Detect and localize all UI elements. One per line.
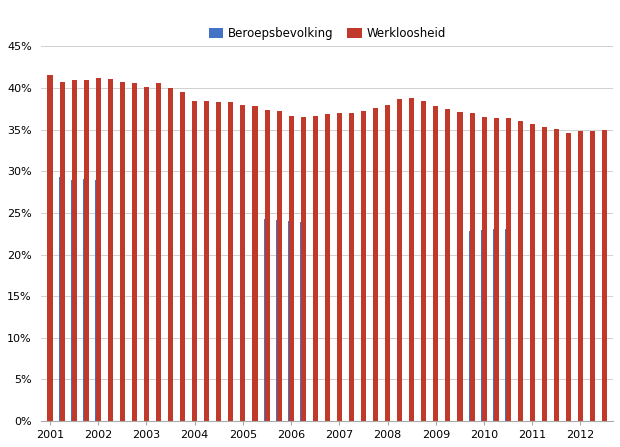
Bar — [168, 197, 173, 421]
Bar — [397, 222, 402, 421]
Bar — [277, 220, 281, 421]
Bar — [397, 99, 402, 421]
Bar — [168, 88, 173, 421]
Bar — [409, 98, 414, 421]
Bar — [132, 83, 137, 421]
Bar — [95, 78, 101, 421]
Bar — [385, 105, 390, 421]
Bar — [84, 80, 89, 421]
Bar — [348, 223, 354, 421]
Bar — [180, 199, 185, 421]
Bar — [192, 202, 197, 421]
Bar — [83, 179, 89, 421]
Bar — [48, 75, 53, 421]
Bar — [204, 205, 209, 421]
Bar — [602, 130, 607, 421]
Bar — [349, 113, 354, 421]
Legend: Beroepsbevolking, Werkloosheid: Beroepsbevolking, Werkloosheid — [204, 22, 451, 45]
Bar — [590, 230, 595, 421]
Bar — [120, 82, 125, 421]
Bar — [252, 216, 257, 421]
Bar — [566, 133, 571, 421]
Bar — [590, 131, 595, 421]
Bar — [228, 211, 233, 421]
Bar — [542, 127, 547, 421]
Bar — [204, 101, 210, 421]
Bar — [241, 105, 246, 421]
Bar — [156, 194, 161, 421]
Bar — [530, 124, 535, 421]
Bar — [469, 231, 474, 421]
Bar — [433, 105, 438, 421]
Bar — [481, 230, 487, 421]
Bar — [180, 92, 185, 421]
Bar — [578, 131, 583, 421]
Bar — [301, 117, 306, 421]
Bar — [216, 209, 221, 421]
Bar — [433, 225, 438, 421]
Bar — [385, 222, 390, 421]
Bar — [505, 229, 510, 421]
Bar — [494, 118, 498, 421]
Bar — [228, 102, 233, 421]
Bar — [566, 228, 571, 421]
Bar — [216, 102, 221, 421]
Bar — [120, 187, 125, 421]
Bar — [373, 108, 378, 421]
Bar — [301, 222, 306, 421]
Bar — [325, 224, 330, 421]
Bar — [288, 221, 293, 421]
Bar — [71, 80, 77, 421]
Bar — [361, 221, 366, 421]
Bar — [578, 229, 583, 421]
Bar — [144, 87, 149, 421]
Bar — [457, 230, 463, 421]
Bar — [252, 106, 257, 421]
Bar — [469, 113, 474, 421]
Bar — [458, 112, 463, 421]
Bar — [602, 231, 607, 421]
Bar — [240, 214, 246, 421]
Bar — [445, 109, 451, 421]
Bar — [373, 221, 378, 421]
Bar — [325, 114, 330, 421]
Bar — [95, 181, 100, 421]
Bar — [107, 184, 113, 421]
Bar — [506, 118, 511, 421]
Bar — [529, 225, 534, 421]
Bar — [494, 229, 498, 421]
Bar — [554, 129, 559, 421]
Bar — [312, 115, 318, 421]
Bar — [445, 228, 450, 421]
Bar — [144, 193, 149, 421]
Bar — [518, 228, 523, 421]
Bar — [518, 122, 523, 421]
Bar — [192, 101, 197, 421]
Bar — [131, 189, 136, 421]
Bar — [422, 101, 427, 421]
Bar — [108, 79, 113, 421]
Bar — [554, 226, 559, 421]
Bar — [265, 110, 270, 421]
Bar — [312, 223, 317, 421]
Bar — [482, 117, 487, 421]
Bar — [60, 82, 64, 421]
Bar — [542, 226, 547, 421]
Bar — [277, 111, 281, 421]
Bar — [264, 219, 269, 421]
Bar — [409, 224, 414, 421]
Bar — [156, 83, 161, 421]
Bar — [47, 176, 52, 421]
Bar — [361, 110, 366, 421]
Bar — [71, 180, 76, 421]
Bar — [289, 115, 294, 421]
Bar — [60, 177, 64, 421]
Bar — [337, 224, 342, 421]
Bar — [421, 224, 426, 421]
Bar — [337, 113, 342, 421]
